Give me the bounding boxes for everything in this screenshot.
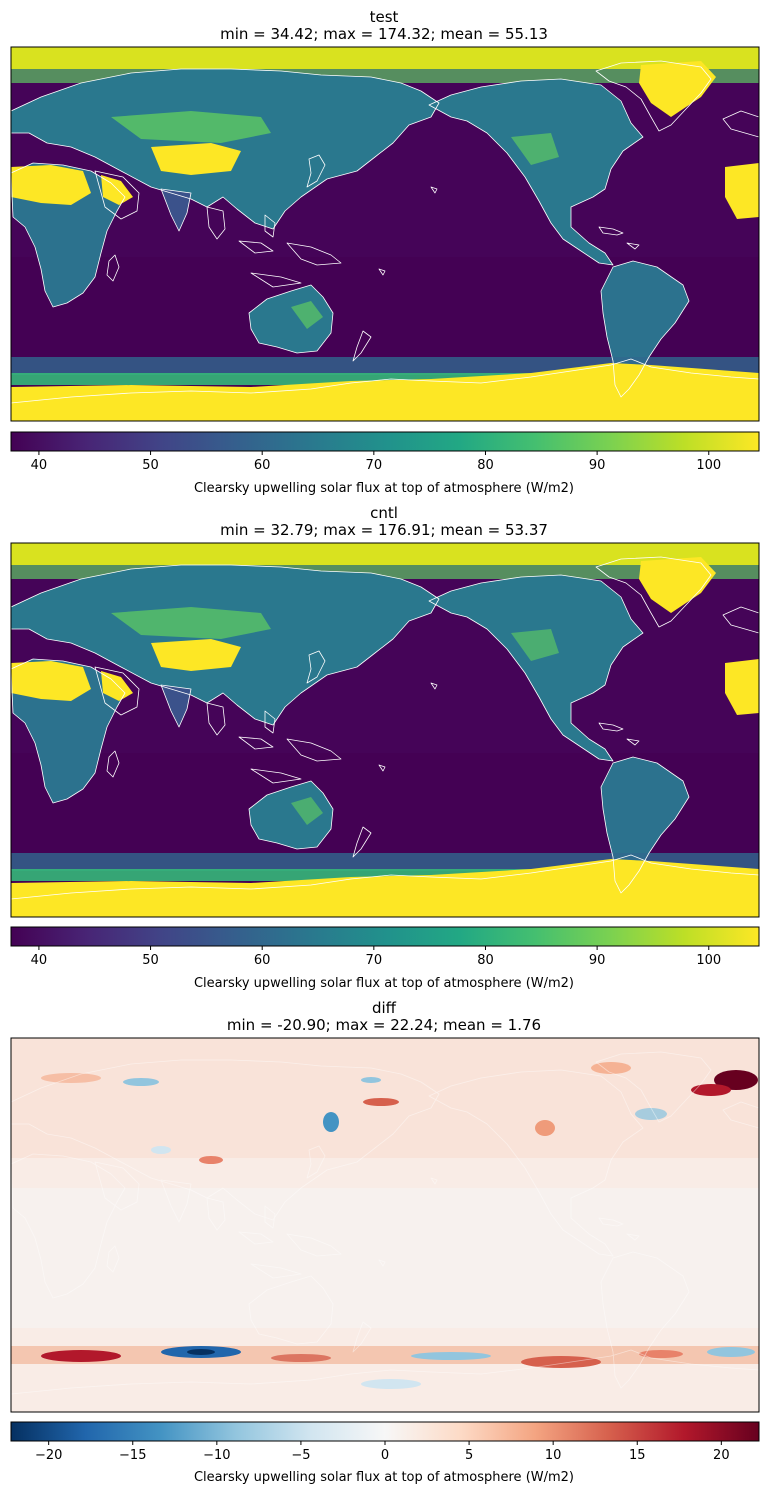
panel-subtitle: min = -20.90; max = 22.24; mean = 1.76 (227, 1016, 541, 1034)
panel-cntl: cntl min = 32.79; max = 176.91; mean = 5… (10, 504, 760, 991)
colorbar-tick-label: 0 (381, 1448, 389, 1463)
colorbar-label: Clearsky upwelling solar flux at top of … (194, 976, 574, 991)
panel-title: test (370, 8, 399, 26)
colorbar-gradient (10, 926, 760, 947)
colorbar-tick-label: 100 (696, 953, 721, 968)
colorbar-label: Clearsky upwelling solar flux at top of … (194, 481, 574, 496)
panel-subtitle: min = 32.79; max = 176.91; mean = 53.37 (220, 521, 548, 539)
colorbar-tick-label: 70 (366, 953, 383, 968)
colorbar-tick-label: 60 (254, 458, 271, 473)
colorbar-tick-label: −5 (291, 1448, 310, 1463)
colorbar-tick-label: 5 (465, 1448, 473, 1463)
panel-subtitle: min = 34.42; max = 174.32; mean = 55.13 (220, 25, 548, 43)
colorbar-tick-label: 80 (477, 953, 494, 968)
colorbar-gradient (10, 1421, 760, 1442)
colorbar-tick-label: 15 (629, 1448, 646, 1463)
panel-test: test min = 34.42; max = 174.32; mean = 5… (10, 8, 760, 496)
map-field (11, 543, 759, 917)
colorbar-tick-label: 40 (31, 953, 48, 968)
colorbar-tick-label: −10 (203, 1448, 230, 1463)
colorbar: 40 50 60 70 80 90 100 Clearsky upwelling solar… (10, 431, 760, 496)
colorbar-gradient (10, 431, 760, 452)
colorbar-tick-label: 70 (366, 458, 383, 473)
colorbar-tick-label: −20 (35, 1448, 62, 1463)
colorbar-tick-label: 100 (696, 458, 721, 473)
map-frame (10, 542, 760, 918)
colorbar-tick-label: 10 (545, 1448, 562, 1463)
map-frame (10, 46, 760, 422)
panel-title: cntl (370, 504, 398, 522)
colorbar-tick-label: 90 (589, 953, 606, 968)
panel-title: diff (372, 999, 397, 1017)
colorbar-tick-label: 90 (589, 458, 606, 473)
colorbar-tick-label: 80 (477, 458, 494, 473)
colorbar-tick-label: 20 (713, 1448, 730, 1463)
colorbar-tick-label: −15 (119, 1448, 146, 1463)
colorbar-tick-label: 40 (31, 458, 48, 473)
colorbar: −20 −15 −10 −5 0 5 10 15 20 Clearsky upwelling s… (10, 1421, 760, 1485)
colorbar-tick-label: 50 (142, 953, 159, 968)
colorbar-tick-label: 60 (254, 953, 271, 968)
map-frame (10, 1037, 760, 1413)
colorbar-label: Clearsky upwelling solar flux at top of … (194, 1470, 574, 1485)
colorbar-tick-label: 50 (142, 458, 159, 473)
map-field (11, 1038, 759, 1412)
map-field (11, 47, 759, 421)
colorbar: 40 50 60 70 80 90 100 Clearsky upwelling solar… (10, 926, 760, 991)
panel-diff: diff min = -20.90; max = 22.24; mean = 1… (10, 999, 760, 1485)
